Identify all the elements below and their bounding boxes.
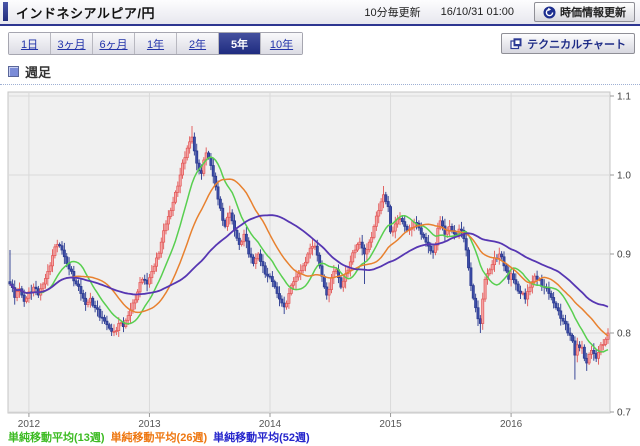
legend-item-sma13: 単純移動平均(13週) — [8, 432, 105, 444]
y-axis-tick-label: 0.7 — [617, 408, 631, 419]
range-tab-1日[interactable]: 1日 — [9, 33, 51, 54]
chart-interval-label: 週足 — [25, 65, 52, 80]
technical-chart-button[interactable]: テクニカルチャート — [501, 33, 635, 54]
range-tab-10年[interactable]: 10年 — [261, 33, 302, 54]
sma13-line — [9, 156, 609, 353]
refresh-button-label: 時価情報更新 — [560, 7, 626, 19]
page-title: インドネシアルピア/円 — [16, 5, 155, 21]
refresh-quotes-button[interactable]: 時価情報更新 — [534, 2, 635, 22]
header: インドネシアルピア/円 10分毎更新 16/10/31 01:00 時価情報更新 — [0, 0, 640, 26]
legend-item-sma52: 単純移動平均(52週) — [213, 432, 310, 444]
square-bullet-icon — [8, 66, 19, 77]
x-axis-tick-label: 2014 — [259, 419, 282, 430]
range-tab-6ヶ月[interactable]: 6ヶ月 — [93, 33, 135, 54]
y-axis-tick-label: 1.0 — [617, 171, 631, 182]
candles-layer — [8, 126, 610, 380]
range-tab-5年[interactable]: 5年 — [219, 33, 261, 54]
toolbar: 1日 3ヶ月 6ヶ月 1年 2年 5年 10年 テクニカルチャート — [0, 32, 640, 56]
dotted-separator — [0, 84, 640, 85]
title-accent-bar — [3, 2, 8, 21]
x-axis-tick-label: 2015 — [379, 419, 402, 430]
sma52-line — [9, 214, 609, 308]
ma-legend: 単純移動平均(13週) 単純移動平均(26週) 単純移動平均(52週) — [8, 429, 310, 445]
y-axis-tick-label: 0.8 — [617, 329, 631, 340]
range-tab-2年[interactable]: 2年 — [177, 33, 219, 54]
technical-chart-label: テクニカルチャート — [527, 38, 626, 51]
header-right: 10分毎更新 16/10/31 01:00 時価情報更新 — [364, 0, 635, 24]
refresh-icon — [543, 6, 556, 18]
legend-item-sma26: 単純移動平均(26週) — [110, 432, 208, 444]
x-axis-tick-label: 2012 — [18, 419, 41, 430]
range-tab-1年[interactable]: 1年 — [135, 33, 177, 54]
y-axis-tick-label: 0.9 — [617, 250, 631, 261]
quote-timestamp: 16/10/31 01:00 — [440, 6, 514, 18]
x-axis-tick-label: 2013 — [138, 419, 161, 430]
range-tab-3ヶ月[interactable]: 3ヶ月 — [51, 33, 93, 54]
chart-title-row: 週足 — [8, 62, 51, 81]
candlestick-chart: 1.1 1.0 0.9 0.8 0.7 2012 2013 2014 2015 2016 — [7, 91, 632, 431]
chart-window-icon — [510, 37, 522, 49]
y-axis-tick-label: 1.1 — [617, 92, 631, 103]
update-frequency-label: 10分毎更新 — [364, 7, 421, 19]
axis-labels: 1.1 1.0 0.9 0.8 0.7 2012 2013 2014 2015 2016 — [18, 92, 632, 431]
range-tab-group: 1日 3ヶ月 6ヶ月 1年 2年 5年 10年 — [8, 32, 303, 55]
x-axis-tick-label: 2016 — [500, 419, 523, 430]
